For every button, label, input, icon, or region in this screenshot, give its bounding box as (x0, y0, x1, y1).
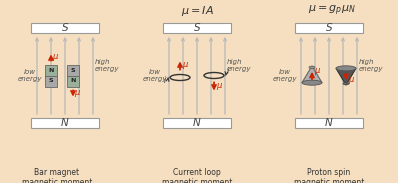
Text: Bar magnet
magnetic moment: Bar magnet magnetic moment (22, 168, 92, 183)
Bar (31, 118, 99, 128)
Text: low
energy: low energy (143, 69, 167, 82)
Ellipse shape (309, 66, 315, 69)
Text: low
energy: low energy (18, 69, 42, 82)
Text: low
energy: low energy (273, 69, 297, 82)
Bar (67, 64, 79, 76)
Text: $\mu$: $\mu$ (216, 81, 223, 92)
Text: N: N (70, 79, 76, 83)
Ellipse shape (336, 66, 356, 71)
Text: S: S (71, 68, 75, 72)
Text: high
energy: high energy (95, 59, 119, 72)
Bar (163, 118, 231, 128)
Text: S: S (194, 23, 200, 33)
Text: high
energy: high energy (227, 59, 252, 72)
Text: high
energy: high energy (359, 59, 384, 72)
Text: $\mu = I A$: $\mu = I A$ (181, 4, 213, 18)
Bar (295, 23, 363, 33)
Bar (31, 23, 99, 33)
Bar (67, 76, 79, 87)
Text: N: N (48, 68, 54, 72)
Bar (45, 76, 57, 87)
Ellipse shape (302, 80, 322, 85)
Polygon shape (302, 66, 322, 83)
Ellipse shape (343, 82, 349, 85)
Bar (45, 64, 57, 76)
Bar (163, 23, 231, 33)
Text: N: N (325, 118, 333, 128)
Text: $\mu$: $\mu$ (74, 88, 82, 99)
Text: i: i (164, 76, 166, 85)
Text: S: S (62, 23, 68, 33)
Text: Proton spin
magnetic moment: Proton spin magnetic moment (294, 168, 364, 183)
Text: S: S (49, 79, 53, 83)
Bar (295, 118, 363, 128)
Text: N: N (61, 118, 69, 128)
Polygon shape (336, 68, 356, 85)
Text: i: i (227, 67, 229, 76)
Text: $\mu$: $\mu$ (182, 60, 189, 71)
Text: $\mu$: $\mu$ (314, 66, 321, 77)
Text: Current loop
magnetic moment: Current loop magnetic moment (162, 168, 232, 183)
Text: $\mu$: $\mu$ (53, 52, 60, 63)
Text: $\mu = g_p\mu_N$: $\mu = g_p\mu_N$ (308, 4, 356, 18)
Text: $\mu$: $\mu$ (348, 75, 355, 86)
Text: N: N (193, 118, 201, 128)
Text: S: S (326, 23, 332, 33)
